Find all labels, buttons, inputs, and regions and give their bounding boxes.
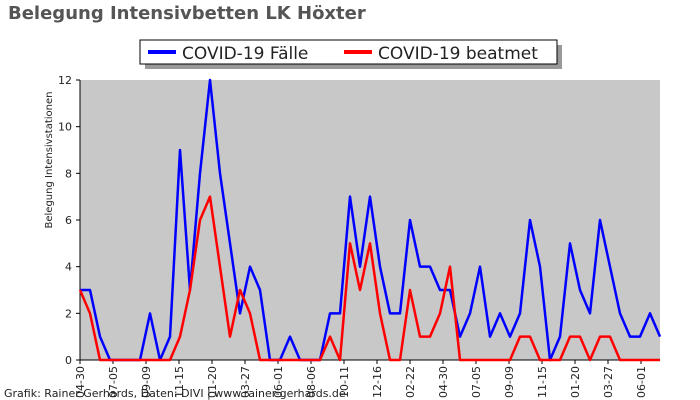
x-tick-label: 06-01: [635, 366, 648, 398]
y-tick-label: 2: [65, 307, 72, 320]
x-tick-label: 04-30: [74, 366, 87, 398]
x-tick-label: 03-27: [602, 366, 615, 398]
x-tick-label: 03-27: [239, 366, 252, 398]
source: Grafik: Rainer Gerhards, Daten: DIVI | w…: [4, 387, 346, 400]
x-tick-label: 01-20: [569, 366, 582, 398]
y-tick-label: 6: [65, 214, 72, 227]
x-tick-label: 11-15: [536, 366, 549, 398]
x-tick-label: 09-09: [140, 366, 153, 398]
x-tick-label: 08-06: [305, 366, 318, 398]
x-tick-label: 01-20: [206, 366, 219, 398]
chart-title: Belegung Intensivbetten LK Höxter: [8, 3, 366, 24]
x-tick-label: 04-30: [437, 366, 450, 398]
y-tick-label: 12: [58, 74, 72, 87]
x-tick-label: 09-09: [503, 366, 516, 398]
plot-background: [80, 80, 660, 360]
x-tick-label: 07-05: [470, 366, 483, 398]
y-tick-label: 8: [65, 167, 72, 180]
legend-label: COVID-19 Fälle: [182, 44, 308, 64]
x-tick-label: 11-15: [173, 366, 186, 398]
y-tick-label: 10: [58, 121, 72, 134]
legend-label: COVID-19 beatmet: [378, 44, 538, 64]
x-tick-label: 02-22: [404, 366, 417, 398]
y-tick-label: 4: [65, 261, 72, 274]
series-line: [78, 195, 660, 362]
legend: COVID-19 Fälle COVID-19 beatmet: [139, 39, 562, 69]
x-tick-label: 07-05: [107, 366, 120, 398]
y-tick-label: 0: [65, 354, 72, 367]
x-tick-label: 06-01: [272, 366, 285, 398]
series-line: [80, 78, 662, 362]
x-tick-label: 12-16: [371, 366, 384, 398]
x-tick-label: 10-11: [338, 366, 351, 398]
y-axis-label: Belegung Intensivstationen: [44, 91, 55, 228]
